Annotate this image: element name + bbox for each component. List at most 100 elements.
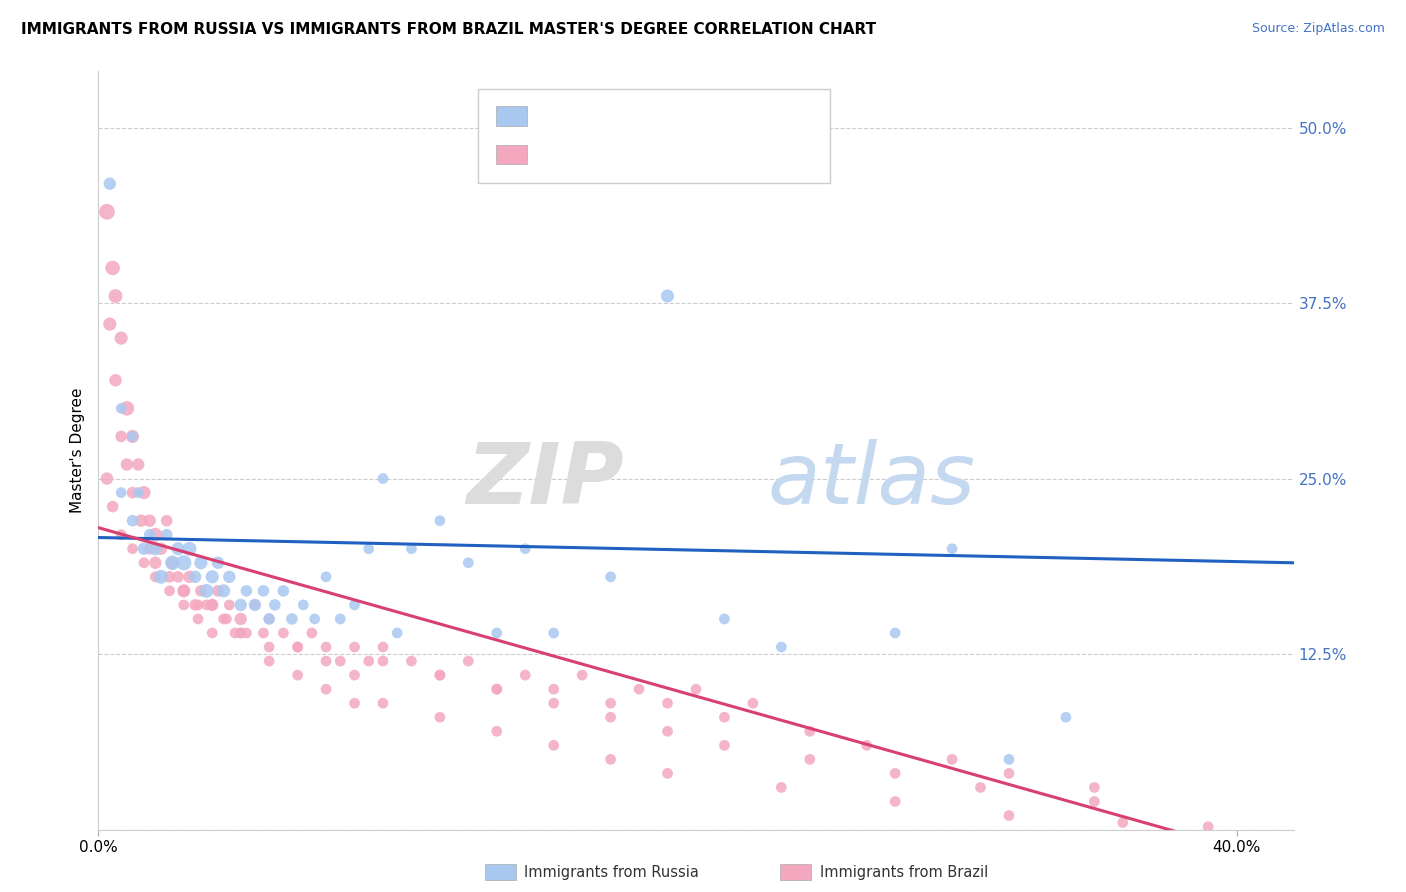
Point	[315, 682, 337, 697]
Point	[243, 598, 266, 612]
Point	[770, 640, 793, 654]
Y-axis label: Master's Degree: Master's Degree	[69, 388, 84, 513]
Point	[257, 654, 280, 668]
Point	[187, 612, 209, 626]
Point	[215, 612, 238, 626]
Point	[184, 598, 207, 612]
Point	[104, 373, 127, 387]
Point	[1197, 820, 1219, 834]
Point	[485, 682, 508, 697]
Point	[121, 514, 143, 528]
Point	[179, 570, 201, 584]
Point	[429, 668, 451, 682]
Point	[457, 654, 479, 668]
Point	[138, 527, 160, 541]
Point	[401, 654, 423, 668]
Point	[201, 626, 224, 640]
Point	[273, 583, 295, 598]
Point	[143, 541, 166, 556]
Point	[429, 514, 451, 528]
Text: atlas: atlas	[768, 439, 976, 523]
Point	[184, 570, 207, 584]
Point	[143, 527, 166, 541]
Point	[543, 682, 565, 697]
Text: N =: N =	[654, 109, 696, 123]
Point	[179, 541, 201, 556]
Point	[371, 654, 394, 668]
Point	[628, 682, 651, 697]
Point	[96, 471, 118, 485]
Point	[657, 696, 679, 710]
Point	[201, 598, 224, 612]
Point	[167, 570, 190, 584]
Point	[599, 696, 621, 710]
Point	[657, 289, 679, 303]
Point	[855, 739, 877, 753]
Point	[162, 556, 184, 570]
Point	[173, 583, 195, 598]
Point	[121, 429, 143, 443]
Point	[292, 598, 315, 612]
Point	[599, 710, 621, 724]
Text: R =: R =	[538, 109, 569, 123]
Point	[98, 317, 121, 331]
Point	[998, 766, 1021, 780]
Point	[110, 401, 132, 416]
Point	[173, 556, 195, 570]
Point	[224, 626, 246, 640]
Point	[229, 612, 252, 626]
Point	[429, 710, 451, 724]
Point	[156, 514, 179, 528]
Point	[127, 458, 149, 472]
Point	[599, 752, 621, 766]
Point	[121, 485, 143, 500]
Point	[770, 780, 793, 795]
Point	[1083, 795, 1105, 809]
Point	[941, 752, 963, 766]
Point	[110, 429, 132, 443]
Point	[115, 401, 138, 416]
Point	[252, 626, 274, 640]
Point	[98, 177, 121, 191]
Point	[343, 696, 366, 710]
Point	[167, 541, 190, 556]
Point	[129, 514, 152, 528]
Point	[969, 780, 991, 795]
Point	[138, 541, 160, 556]
Point	[385, 626, 409, 640]
Point	[235, 626, 257, 640]
Point	[190, 583, 212, 598]
Point	[195, 583, 218, 598]
Point	[1054, 710, 1077, 724]
Point	[150, 570, 173, 584]
Point	[329, 612, 352, 626]
Point	[143, 570, 166, 584]
Point	[371, 471, 394, 485]
Point	[998, 752, 1021, 766]
Point	[571, 668, 593, 682]
Text: R =: R =	[538, 147, 569, 161]
Point	[162, 556, 184, 570]
Point	[371, 696, 394, 710]
Point	[104, 289, 127, 303]
Point	[401, 541, 423, 556]
Point	[543, 696, 565, 710]
Text: 52: 52	[700, 109, 720, 123]
Text: IMMIGRANTS FROM RUSSIA VS IMMIGRANTS FROM BRAZIL MASTER'S DEGREE CORRELATION CHA: IMMIGRANTS FROM RUSSIA VS IMMIGRANTS FRO…	[21, 22, 876, 37]
Point	[429, 668, 451, 682]
Text: Immigrants from Russia: Immigrants from Russia	[524, 865, 699, 880]
Point	[485, 724, 508, 739]
Point	[599, 570, 621, 584]
Point	[713, 739, 735, 753]
Point	[485, 626, 508, 640]
Point	[515, 541, 537, 556]
Point	[304, 612, 326, 626]
Point	[287, 668, 309, 682]
Point	[121, 541, 143, 556]
Point	[343, 640, 366, 654]
Point	[741, 696, 763, 710]
Point	[143, 556, 166, 570]
Point	[281, 612, 304, 626]
Point	[884, 766, 907, 780]
Point	[235, 583, 257, 598]
